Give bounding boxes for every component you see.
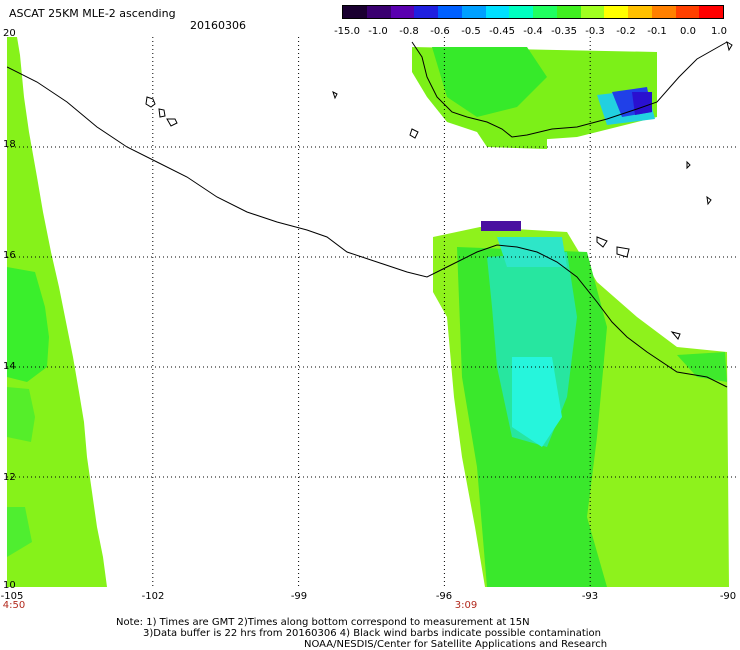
- map-canvas: [7, 37, 736, 587]
- colorbar-swatch: [390, 6, 415, 18]
- colorbar-swatch: [604, 6, 628, 18]
- colorbar-swatch: [556, 6, 581, 18]
- colorbar-label: -0.35: [551, 26, 577, 37]
- lat-label-10: 10: [3, 580, 16, 591]
- upper-swath-green: [432, 47, 547, 117]
- colorbar-label: 1.0: [711, 26, 727, 37]
- colorbar-label: -0.1: [647, 26, 667, 37]
- lower-swath-right-green: [677, 352, 727, 382]
- lower-swath-purple: [481, 221, 521, 231]
- lon-label-99: -99: [290, 591, 308, 602]
- colorbar-label: 0.0: [680, 26, 696, 37]
- note-line-3: NOAA/NESDIS/Center for Satellite Applica…: [304, 639, 608, 650]
- colorbar-label: -0.45: [489, 26, 515, 37]
- lat-label-14: 14: [3, 361, 16, 372]
- left-swath-green-bottom: [7, 507, 32, 557]
- colorbar-swatch: [414, 6, 438, 18]
- gridlines: [7, 37, 736, 587]
- product-date: 20160306: [190, 19, 246, 32]
- colorbar-swatch: [438, 6, 462, 18]
- upper-swath-tail: [477, 132, 547, 149]
- colorbar-label: -0.8: [399, 26, 419, 37]
- colorbar-swatch: [461, 6, 486, 18]
- coastline-mainland: [7, 66, 728, 388]
- lower-swath-cyan-core: [512, 357, 562, 447]
- islands: [145, 40, 733, 340]
- product-title: ASCAT 25KM MLE-2 ascending: [9, 7, 176, 20]
- lat-label-20: 20: [3, 28, 16, 39]
- colorbar-swatch: [533, 6, 557, 18]
- colorbar-swatch: [580, 6, 605, 18]
- lower-swath-cyan-top: [497, 237, 567, 267]
- colorbar-swatch: [628, 6, 652, 18]
- colorbar-swatch: [343, 6, 367, 18]
- left-swath-green-band-lower: [7, 387, 35, 442]
- colorbar-label: -15.0: [334, 26, 360, 37]
- colorbar: [342, 5, 724, 19]
- colorbar-swatch: [651, 6, 676, 18]
- colorbar-swatch: [509, 6, 533, 18]
- colorbar-label: -0.4: [523, 26, 543, 37]
- lat-label-16: 16: [3, 250, 16, 261]
- lon-label-102: -102: [141, 591, 165, 602]
- left-swath: [7, 37, 107, 587]
- colorbar-swatch: [675, 6, 700, 18]
- colorbar-label: -0.6: [430, 26, 450, 37]
- colorbar-label: -1.0: [368, 26, 388, 37]
- colorbar-label: -0.5: [461, 26, 481, 37]
- lon-label-90: -90: [719, 591, 737, 602]
- lon-label-93: -93: [581, 591, 599, 602]
- map-plot: [7, 37, 736, 587]
- lon-label-96: -96: [435, 591, 453, 602]
- colorbar-swatch: [366, 6, 391, 18]
- colorbar-label: -0.3: [585, 26, 605, 37]
- colorbar-swatch: [485, 6, 510, 18]
- colorbar-label: -0.2: [616, 26, 636, 37]
- upper-swath-blue-dark: [632, 92, 652, 115]
- lat-label-12: 12: [3, 472, 16, 483]
- coastline-upper: [411, 41, 728, 138]
- note-line-1: Note: 1) Times are GMT 2)Times along bot…: [116, 617, 530, 628]
- time-label-right: 3:09: [454, 600, 478, 611]
- lon-label-105: -105: [0, 591, 24, 602]
- time-label-left: 4:50: [2, 600, 26, 611]
- note-line-2: 3)Data buffer is 22 hrs from 20160306 4)…: [143, 628, 601, 639]
- lat-label-18: 18: [3, 139, 16, 150]
- colorbar-swatch: [699, 6, 723, 18]
- left-swath-green-band: [7, 267, 49, 382]
